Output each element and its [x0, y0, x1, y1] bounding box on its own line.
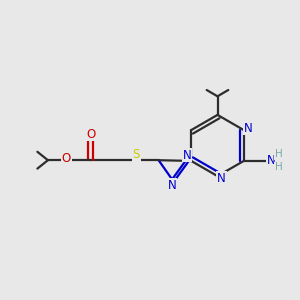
Text: S: S — [132, 148, 140, 161]
Text: N: N — [267, 154, 275, 167]
Text: H: H — [275, 149, 283, 159]
Text: H: H — [275, 162, 283, 172]
Text: O: O — [86, 128, 95, 141]
Text: N: N — [217, 172, 226, 185]
Text: O: O — [61, 152, 71, 166]
Text: N: N — [244, 122, 252, 135]
Text: N: N — [168, 179, 176, 192]
Text: N: N — [182, 148, 191, 162]
